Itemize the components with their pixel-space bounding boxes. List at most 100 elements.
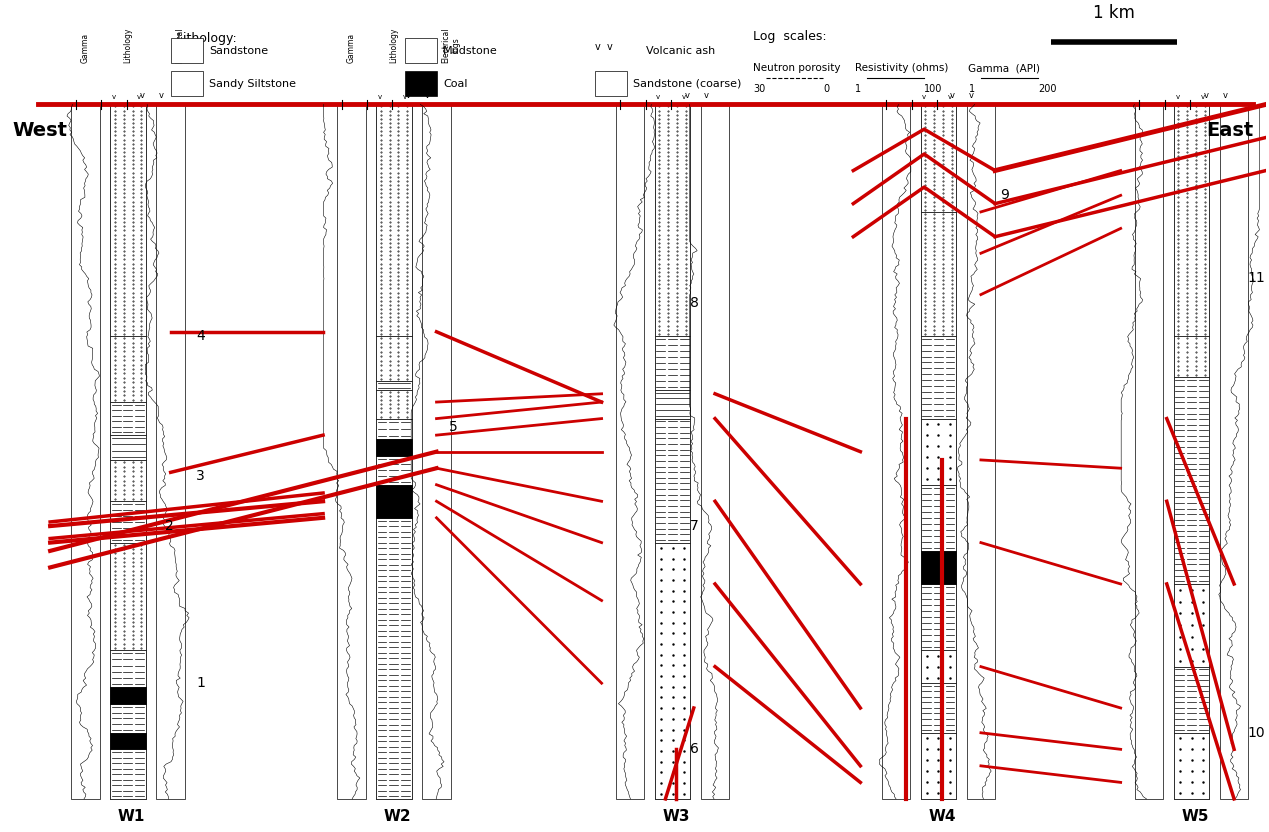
Bar bbox=[110, 104, 146, 336]
Bar bbox=[1174, 104, 1209, 799]
Text: Lithology: Lithology bbox=[123, 27, 133, 63]
Text: v: v bbox=[684, 92, 689, 101]
Text: W3: W3 bbox=[662, 809, 690, 824]
Bar bbox=[71, 104, 100, 799]
Bar bbox=[110, 704, 146, 733]
Bar bbox=[110, 542, 146, 650]
Bar bbox=[376, 336, 411, 381]
Text: v: v bbox=[404, 94, 407, 101]
Bar bbox=[615, 104, 645, 799]
Bar bbox=[655, 418, 690, 542]
Bar bbox=[920, 650, 956, 683]
Bar bbox=[110, 750, 146, 799]
Text: v: v bbox=[112, 94, 115, 101]
Bar bbox=[1134, 104, 1164, 799]
Bar bbox=[1174, 584, 1209, 666]
Bar bbox=[655, 542, 690, 799]
Bar bbox=[110, 336, 146, 402]
Bar bbox=[110, 460, 146, 501]
Text: 1: 1 bbox=[854, 84, 860, 94]
Text: Lithology:: Lithology: bbox=[178, 32, 239, 45]
Bar bbox=[920, 104, 956, 212]
Text: v: v bbox=[1203, 92, 1208, 101]
Bar bbox=[1174, 666, 1209, 733]
Text: 6: 6 bbox=[690, 742, 699, 756]
Bar bbox=[110, 104, 146, 799]
Bar bbox=[920, 212, 956, 336]
Text: v: v bbox=[681, 94, 685, 101]
Text: Gamma  (API): Gamma (API) bbox=[968, 63, 1041, 73]
Bar bbox=[920, 485, 956, 551]
Text: Resistivity (ohms): Resistivity (ohms) bbox=[854, 63, 948, 73]
Bar bbox=[920, 683, 956, 733]
Text: 5: 5 bbox=[449, 420, 458, 433]
Text: v: v bbox=[948, 94, 952, 101]
Text: v: v bbox=[140, 92, 145, 101]
Bar bbox=[920, 336, 956, 418]
Text: Electrical
logs: Electrical logs bbox=[175, 27, 194, 63]
Bar bbox=[405, 72, 437, 97]
Text: Gamma: Gamma bbox=[346, 33, 355, 63]
Bar bbox=[110, 687, 146, 704]
Bar bbox=[1174, 377, 1209, 584]
Text: v: v bbox=[923, 94, 926, 101]
Bar bbox=[595, 72, 627, 97]
Bar bbox=[376, 389, 411, 418]
Text: 200: 200 bbox=[1038, 84, 1057, 94]
Text: Lithology: Lithology bbox=[390, 27, 398, 63]
Text: 1 km: 1 km bbox=[1093, 3, 1134, 22]
Text: v: v bbox=[656, 94, 660, 101]
Text: W5: W5 bbox=[1181, 809, 1209, 824]
Text: v: v bbox=[1200, 94, 1204, 101]
Text: East: East bbox=[1206, 121, 1254, 140]
Text: v: v bbox=[970, 92, 975, 101]
Text: 4: 4 bbox=[197, 329, 206, 343]
Text: v: v bbox=[378, 94, 382, 101]
Text: v  v: v v bbox=[595, 42, 613, 52]
Text: Sandstone (coarse): Sandstone (coarse) bbox=[633, 79, 741, 89]
Text: Volcanic ash: Volcanic ash bbox=[646, 46, 714, 56]
Bar bbox=[1220, 104, 1249, 799]
Bar bbox=[110, 435, 146, 460]
Text: 1: 1 bbox=[197, 676, 206, 691]
Text: Sandy Siltstone: Sandy Siltstone bbox=[209, 79, 296, 89]
Bar bbox=[882, 104, 910, 799]
Bar bbox=[171, 38, 203, 63]
Bar bbox=[1174, 104, 1209, 336]
Text: 2: 2 bbox=[165, 519, 174, 533]
Text: 11: 11 bbox=[1247, 271, 1265, 285]
Bar bbox=[423, 104, 450, 799]
Bar bbox=[655, 104, 690, 336]
Bar bbox=[967, 104, 995, 799]
Bar bbox=[376, 518, 411, 799]
Bar bbox=[171, 72, 203, 97]
Text: W1: W1 bbox=[118, 809, 146, 824]
Text: v: v bbox=[425, 92, 430, 101]
Text: W2: W2 bbox=[383, 809, 411, 824]
Text: 100: 100 bbox=[924, 84, 943, 94]
Text: v: v bbox=[1175, 94, 1179, 101]
Bar bbox=[920, 418, 956, 485]
Text: West: West bbox=[13, 121, 67, 140]
Bar bbox=[920, 104, 956, 799]
Bar bbox=[700, 104, 730, 799]
Bar bbox=[156, 104, 185, 799]
Text: v: v bbox=[406, 92, 411, 101]
Bar bbox=[376, 104, 411, 336]
Text: W4: W4 bbox=[928, 809, 956, 824]
Text: v: v bbox=[159, 92, 164, 101]
Bar bbox=[110, 501, 146, 542]
Bar bbox=[920, 733, 956, 799]
Bar bbox=[110, 650, 146, 687]
Text: 9: 9 bbox=[1000, 188, 1009, 202]
Text: 0: 0 bbox=[822, 84, 829, 94]
Bar bbox=[655, 336, 690, 389]
Bar bbox=[1174, 336, 1209, 377]
Text: v: v bbox=[1222, 92, 1227, 101]
Text: v: v bbox=[137, 94, 141, 101]
Bar bbox=[376, 485, 411, 518]
Bar bbox=[1174, 733, 1209, 799]
Text: Electrical
logs: Electrical logs bbox=[442, 27, 461, 63]
Bar bbox=[376, 104, 411, 799]
Bar bbox=[376, 418, 411, 439]
